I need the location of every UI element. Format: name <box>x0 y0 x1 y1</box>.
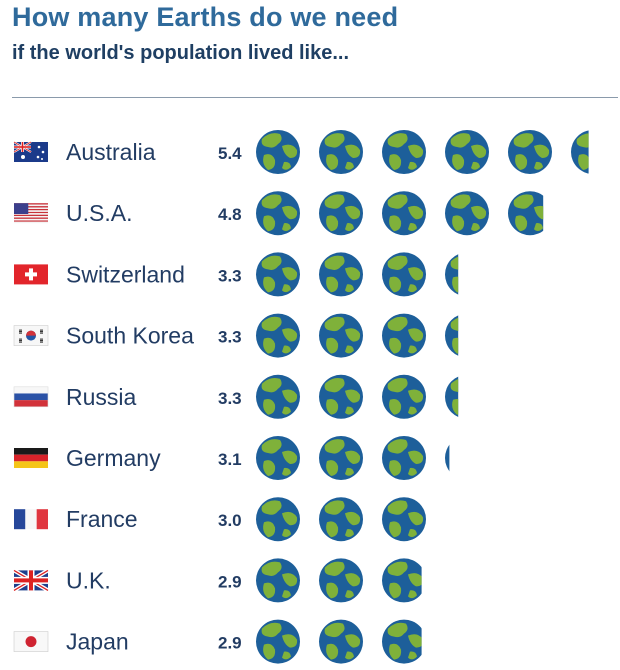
earth-icon <box>445 191 489 236</box>
earth-icon <box>382 497 426 542</box>
earth-icon <box>382 191 426 236</box>
value-label: 3.3 <box>218 389 242 408</box>
country-label: France <box>66 506 138 532</box>
earth-bar <box>256 191 544 236</box>
earth-icon <box>256 374 300 419</box>
chart-subtitle: if the world's population lived like... <box>12 42 350 64</box>
earth-bar <box>256 252 459 297</box>
earth-icon <box>508 130 552 174</box>
partial-earth-icon <box>445 315 459 356</box>
earth-icon <box>319 619 363 664</box>
earth-icon <box>319 497 363 542</box>
country-label: Russia <box>66 384 137 410</box>
france-flag-icon <box>14 509 48 530</box>
earth-bar <box>256 313 459 358</box>
value-label: 3.3 <box>218 266 242 285</box>
earth-icon <box>319 130 363 174</box>
uk-flag-icon <box>12 568 50 593</box>
earth-icon <box>319 191 363 236</box>
title-divider <box>12 97 618 98</box>
earth-icon <box>445 130 489 174</box>
earth-bar <box>256 436 450 480</box>
earth-icon <box>319 558 363 603</box>
earth-icon <box>319 374 363 419</box>
value-label: 4.8 <box>218 205 242 224</box>
earth-icon <box>319 436 363 480</box>
australia-flag-icon <box>13 141 48 162</box>
earth-icon <box>382 252 426 297</box>
japan-flag-icon <box>13 631 49 652</box>
earth-bar <box>256 619 422 664</box>
earth-icon <box>256 313 300 358</box>
south-korea-flag-icon <box>13 325 49 346</box>
earth-icon <box>256 436 300 480</box>
country-label: Germany <box>66 445 161 471</box>
country-label: U.S.A. <box>66 200 132 226</box>
partial-earth-icon <box>508 191 544 236</box>
earth-icon <box>256 130 300 174</box>
value-label: 2.9 <box>218 634 242 653</box>
chart-title: How many Earths do we need <box>12 2 399 32</box>
earth-icon <box>256 191 300 236</box>
partial-earth-icon <box>445 444 450 472</box>
partial-earth-icon <box>571 130 589 174</box>
earth-icon <box>382 436 426 480</box>
earth-icon <box>256 252 300 297</box>
earth-icon <box>382 374 426 419</box>
earth-icon <box>256 558 300 603</box>
partial-earth-icon <box>382 558 422 603</box>
partial-earth-icon <box>382 619 422 664</box>
earth-bar <box>256 558 422 603</box>
earth-icon <box>319 313 363 358</box>
value-label: 2.9 <box>218 572 242 591</box>
country-label: Japan <box>66 629 129 655</box>
earth-bar <box>256 497 426 542</box>
partial-earth-icon <box>445 254 459 295</box>
russia-flag-icon <box>13 386 49 408</box>
value-label: 3.1 <box>218 450 242 469</box>
usa-flag-icon <box>14 203 48 224</box>
earth-icon <box>382 313 426 358</box>
country-label: Australia <box>66 139 156 165</box>
earth-icon <box>382 130 426 174</box>
earth-icon <box>319 252 363 297</box>
earth-icon <box>256 497 300 542</box>
country-label: Switzerland <box>66 261 185 287</box>
germany-flag-icon <box>14 448 48 468</box>
value-label: 5.4 <box>218 144 242 163</box>
switzerland-flag-icon <box>14 264 48 285</box>
earth-bar <box>256 374 459 419</box>
country-label: U.K. <box>66 567 111 593</box>
partial-earth-icon <box>445 376 459 417</box>
value-label: 3.0 <box>218 511 242 530</box>
value-label: 3.3 <box>218 328 242 347</box>
earth-bar <box>256 130 589 174</box>
country-label: South Korea <box>66 323 194 349</box>
earth-icon <box>256 619 300 664</box>
